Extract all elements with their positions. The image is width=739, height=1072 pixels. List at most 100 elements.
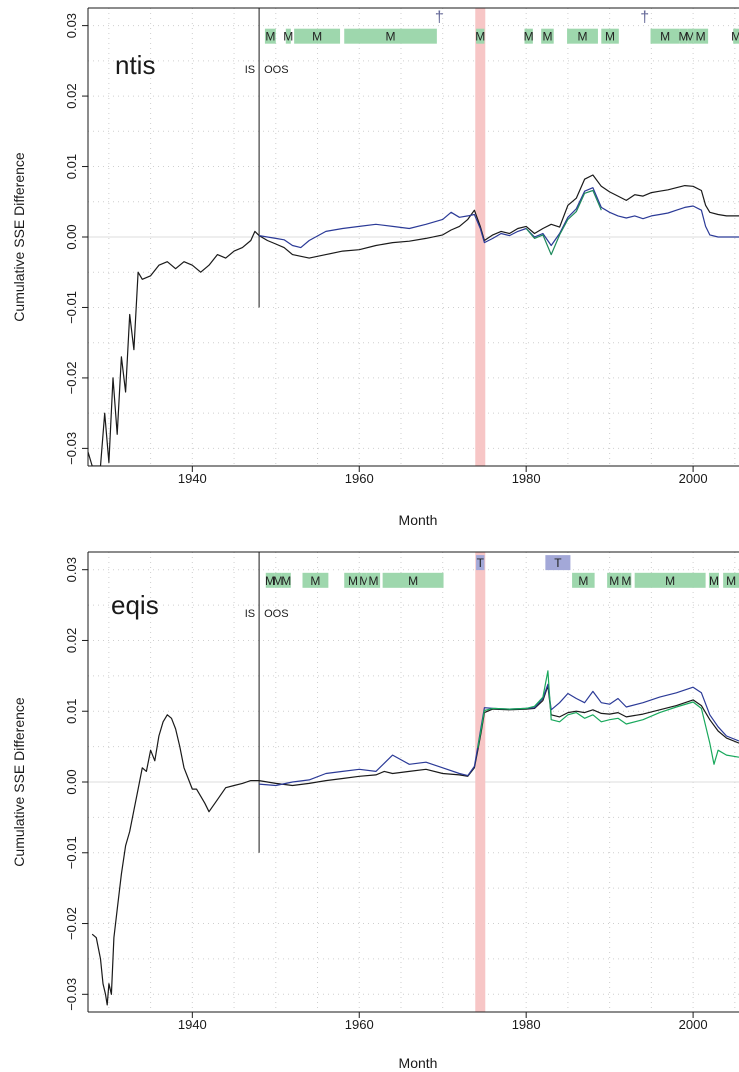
y-tick-label: −0.03	[64, 978, 79, 1011]
marker-m-box	[281, 572, 291, 588]
marker-m-label: M	[368, 574, 378, 588]
marker-m-label: M	[348, 574, 358, 588]
marker-m-box	[294, 28, 341, 44]
x-tick-label: 1980	[512, 1017, 541, 1032]
y-tick-label: −0.02	[64, 361, 79, 394]
marker-m-box	[264, 28, 276, 44]
series-line-1	[259, 683, 739, 787]
marker-m-label: M	[475, 30, 485, 44]
marker-m-box	[541, 28, 554, 44]
panel-label: ntis	[115, 50, 155, 80]
marker-m-box	[285, 28, 291, 44]
series-line-0	[91, 685, 739, 1006]
x-axis-title: Month	[399, 1055, 438, 1071]
x-tick-label: 2000	[679, 1017, 708, 1032]
marker-m-box	[679, 28, 688, 44]
y-tick-label: −0.02	[64, 907, 79, 940]
x-axis-title: Month	[399, 512, 438, 528]
marker-m-label: M	[726, 574, 736, 588]
marker-m-box	[687, 28, 694, 44]
marker-m-label: M	[685, 30, 695, 44]
series-line-2	[477, 670, 739, 765]
marker-m-label: M	[696, 30, 706, 44]
marker-m-label: M	[542, 30, 552, 44]
y-tick-label: 0.00	[64, 769, 79, 794]
marker-m-label: M	[578, 574, 588, 588]
is-label: IS	[245, 64, 255, 76]
marker-m-label: M	[359, 574, 369, 588]
y-tick-label: 0.02	[64, 83, 79, 108]
marker-m-box	[634, 572, 706, 588]
recession-band	[475, 8, 486, 466]
marker-m-box	[302, 572, 329, 588]
marker-m-label: M	[312, 30, 322, 44]
marker-m-box	[572, 572, 595, 588]
series-line-1	[259, 187, 739, 249]
recession-band	[475, 552, 486, 1012]
marker-m-box	[567, 28, 598, 44]
y-tick-label: 0.02	[64, 628, 79, 653]
is-label: IS	[245, 608, 255, 620]
marker-m-box	[723, 572, 739, 588]
marker-m-label: M	[665, 574, 675, 588]
marker-m-label: M	[265, 574, 275, 588]
panel-label: eqis	[111, 590, 159, 620]
marker-m-box	[366, 572, 381, 588]
marker-m-label: M	[605, 30, 615, 44]
marker-m-label: M	[283, 30, 293, 44]
marker-m-label: M	[578, 30, 588, 44]
y-axis-title: Cumulative SSE Difference	[11, 697, 27, 867]
marker-m-label: M	[621, 574, 631, 588]
dagger-marker: †	[435, 9, 444, 26]
x-tick-label: 1960	[345, 1017, 374, 1032]
marker-m-box	[524, 28, 533, 44]
series-line-2	[525, 189, 602, 256]
marker-m-label: M	[660, 30, 670, 44]
x-tick-label: 2000	[679, 471, 708, 486]
marker-m-box	[621, 572, 632, 588]
y-tick-label: −0.01	[64, 836, 79, 869]
y-tick-label: −0.01	[64, 291, 79, 324]
marker-m-box	[650, 28, 680, 44]
marker-m-label: M	[524, 30, 534, 44]
marker-m-label: M	[678, 30, 688, 44]
marker-t-label: T	[477, 556, 485, 570]
y-tick-label: 0.03	[64, 13, 79, 38]
marker-m-label: M	[709, 574, 719, 588]
marker-m-box	[382, 572, 444, 588]
oos-label: OOS	[264, 608, 288, 620]
marker-m-label: M	[310, 574, 320, 588]
dagger-marker: †	[640, 9, 649, 26]
marker-t-box	[545, 555, 571, 571]
marker-m-box	[733, 28, 739, 44]
marker-m-label: M	[265, 30, 275, 44]
marker-m-box	[476, 28, 485, 44]
marker-m-label: M	[408, 574, 418, 588]
x-tick-label: 1960	[345, 471, 374, 486]
marker-m-label: M	[273, 574, 283, 588]
marker-m-label: M	[731, 30, 739, 44]
y-tick-label: 0.00	[64, 224, 79, 249]
y-tick-label: 0.01	[64, 699, 79, 724]
x-tick-label: 1940	[178, 471, 207, 486]
marker-m-label: M	[386, 30, 396, 44]
oos-label: OOS	[264, 64, 288, 76]
series-line-0	[88, 174, 739, 466]
y-tick-label: 0.01	[64, 154, 79, 179]
marker-m-box	[607, 572, 622, 588]
marker-m-box	[274, 572, 282, 588]
marker-m-box	[601, 28, 619, 44]
y-tick-label: −0.03	[64, 432, 79, 465]
y-tick-label: 0.03	[64, 557, 79, 582]
marker-m-box	[361, 572, 367, 588]
marker-m-label: M	[281, 574, 291, 588]
marker-t-box	[476, 555, 485, 571]
x-tick-label: 1980	[512, 471, 541, 486]
marker-t-label: T	[554, 556, 562, 570]
y-axis-title: Cumulative SSE Difference	[11, 152, 27, 322]
x-tick-label: 1940	[178, 1017, 207, 1032]
marker-m-box	[344, 572, 362, 588]
